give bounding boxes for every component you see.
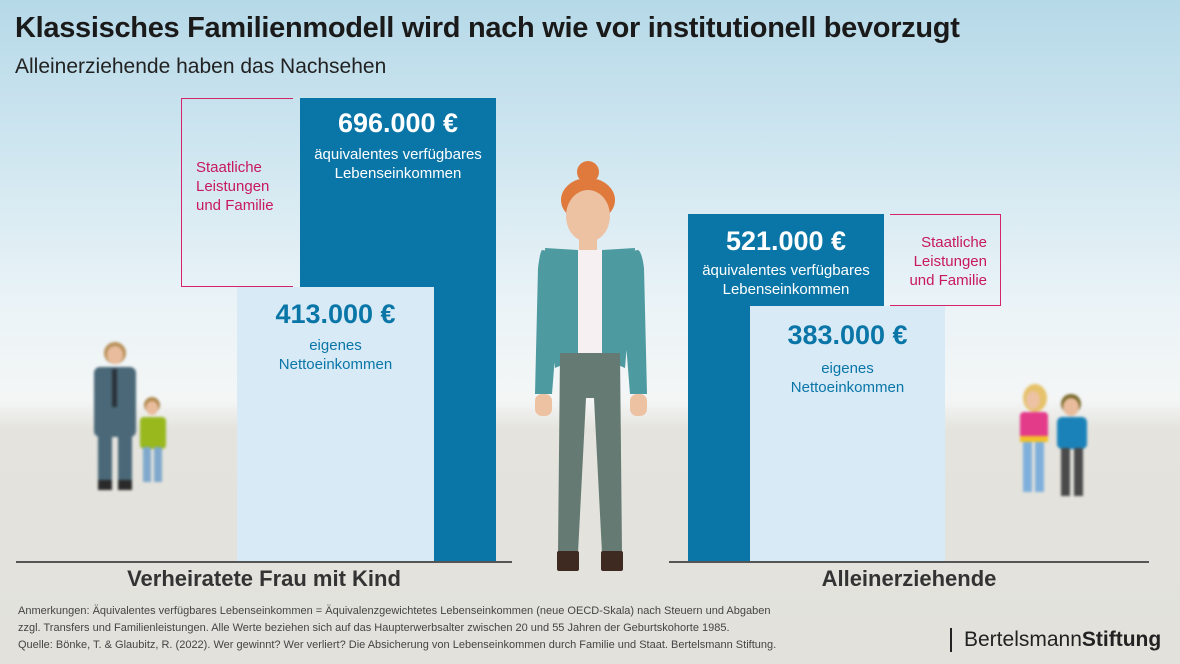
- category-label-single-parent: Alleinerziehende: [821, 566, 997, 591]
- chart-subtitle: Alleinerziehende haben das Nachsehen: [15, 55, 387, 78]
- bracket-label-1: Staatliche Leistungen und Familie: [196, 159, 274, 214]
- baseline-left: [16, 561, 512, 563]
- bar-value: 413.000 €: [275, 299, 396, 329]
- children-figure-icon: [1020, 384, 1087, 496]
- father-and-child-figure-icon: [94, 342, 166, 490]
- footnotes: Anmerkungen: Äquivalentes verfügbares Le…: [18, 605, 777, 651]
- chart-title: Klassisches Familienmodell wird nach wie…: [15, 12, 960, 44]
- bracket-label-2: Staatliche Leistungen und Familie: [909, 234, 987, 289]
- bracket-state-benefits-2: [890, 214, 1001, 306]
- category-label-married: Verheiratete Frau mit Kind: [127, 566, 401, 591]
- bar-value: 383.000 €: [787, 320, 908, 350]
- bar-value: 696.000 €: [337, 108, 459, 138]
- bracket-state-benefits-1: [181, 98, 293, 287]
- bertelsmann-stiftung-logo: BertelsmannStiftung: [950, 628, 1161, 652]
- woman-figure-icon: [535, 161, 647, 571]
- bar-own-income-married: 413.000 € eigenes Nettoeinkommen: [237, 287, 434, 561]
- baseline-right: [669, 561, 1149, 563]
- bar-own-income-single-parent: 383.000 € eigenes Nettoeinkommen: [750, 306, 945, 561]
- bar-value: 521.000 €: [725, 226, 847, 256]
